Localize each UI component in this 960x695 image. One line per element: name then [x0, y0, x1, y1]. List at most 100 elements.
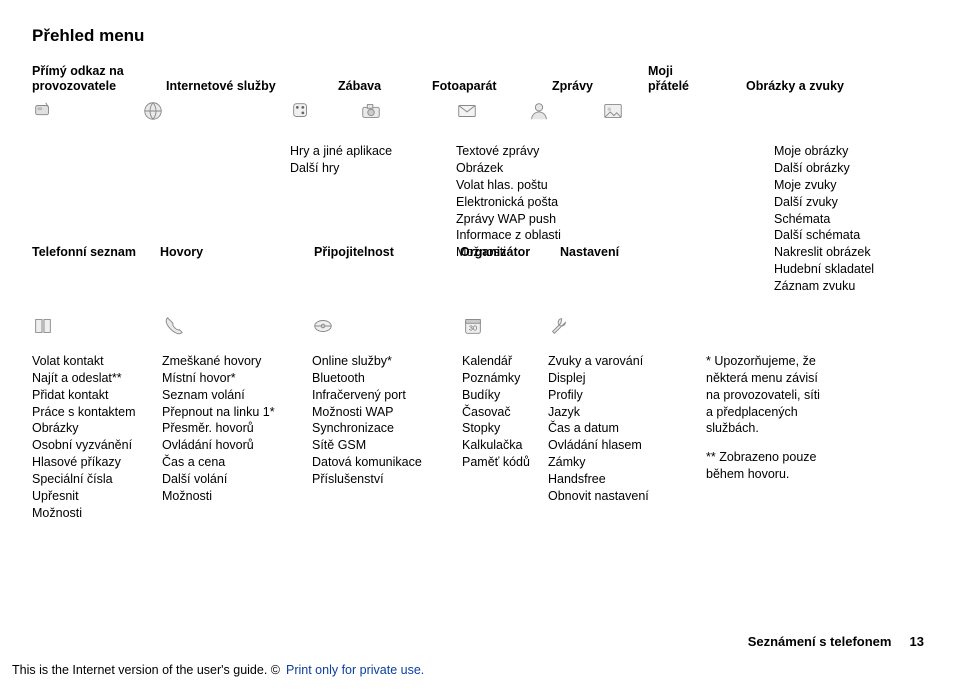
top-icons-row [32, 100, 928, 125]
list-item: Čas a datum [548, 420, 678, 437]
footnote-1: * Upozorňujeme, že některá menu závisí n… [706, 353, 828, 437]
list-item: Další volání [162, 471, 312, 488]
list-item: Online služby* [312, 353, 462, 370]
list-item: Obrázek [456, 160, 600, 177]
list-item: Záznam zvuku [774, 278, 780, 295]
list-item: Bluetooth [312, 370, 462, 387]
top-col-media: Obrázky a zvuky [746, 79, 886, 94]
list-item: Schémata [774, 211, 780, 228]
mid-block: Hry a jiné aplikace Další hry Textové zp… [32, 143, 928, 295]
list-item: Jazyk [548, 404, 678, 421]
picture-icon [602, 100, 624, 125]
sec-settings: Nastavení [560, 241, 619, 259]
phone-carrier-icon [32, 100, 54, 125]
top-col-camera: Fotoaparát [432, 79, 528, 94]
section-name: Seznámení s telefonem [748, 634, 892, 649]
connect-icon [312, 315, 334, 337]
list-item: Poznámky [462, 370, 548, 387]
camera-icon [360, 100, 382, 125]
print-notice-black: This is the Internet version of the user… [12, 663, 280, 677]
list-item: Speciální čísla [32, 471, 162, 488]
list-item: Obnovit nastavení [548, 488, 678, 505]
list-item: Další zvuky [774, 194, 780, 211]
list-item: Hlasové příkazy [32, 454, 162, 471]
list-item: Zámky [548, 454, 678, 471]
page-title: Přehled menu [32, 26, 928, 46]
list-item: Přidat kontakt [32, 387, 162, 404]
list-item: Místní hovor* [162, 370, 312, 387]
calendar-icon: 30 [462, 315, 484, 337]
list-item: Profily [548, 387, 678, 404]
list-item: Možnosti WAP [312, 404, 462, 421]
wrench-icon [548, 315, 570, 337]
list-item: Obrázky [32, 420, 162, 437]
top-col-internet: Internetové služby [166, 79, 314, 94]
list-item: Hry a jiné aplikace [290, 143, 436, 160]
list-item: Moje zvuky [774, 177, 780, 194]
list-item: Osobní vyzvánění [32, 437, 162, 454]
mid-col-media: Moje obrázky Další obrázky Moje zvuky Da… [600, 143, 780, 295]
svg-text:30: 30 [469, 323, 477, 332]
mid-col-messages: Textové zprávy Obrázek Volat hlas. poštu… [436, 143, 600, 295]
top-col-direct-link: Přímý odkaz na provozovatele [32, 64, 142, 94]
list-item: Kalendář [462, 353, 548, 370]
lcol-phonebook: Volat kontakt Najít a odeslat** Přidat k… [32, 353, 162, 522]
sec-organizer: Organizátor [460, 241, 560, 259]
list-item: Upřesnit [32, 488, 162, 505]
list-item: Ovládání hlasem [548, 437, 678, 454]
book-icon [32, 315, 54, 337]
list-item: Možnosti [32, 505, 162, 522]
list-item: Sítě GSM [312, 437, 462, 454]
footnote-2: ** Zobrazeno pouze během hovoru. [706, 449, 828, 483]
list-item: Infračervený port [312, 387, 462, 404]
list-item: Zprávy WAP push [456, 211, 600, 228]
list-item: Handsfree [548, 471, 678, 488]
sec-connectivity: Připojitelnost [314, 241, 434, 259]
person-icon [528, 100, 550, 125]
list-item: Další schémata [774, 227, 780, 244]
section-footer: Seznámení s telefonem 13 [748, 634, 924, 649]
top-col-messages: Zprávy [552, 79, 624, 94]
list-item: Synchronizace [312, 420, 462, 437]
top-col-games: Zábava [338, 79, 408, 94]
list-item: Budíky [462, 387, 548, 404]
list-item: Displej [548, 370, 678, 387]
top-menu-row: Přímý odkaz na provozovatele Internetové… [32, 64, 928, 94]
list-item: Přepnout na linku 1* [162, 404, 312, 421]
print-notice: This is the Internet version of the user… [12, 663, 424, 677]
list-item: Volat hlas. poštu [456, 177, 600, 194]
list-item: Stopky [462, 420, 548, 437]
lcol-organizer: Kalendář Poznámky Budíky Časovač Stopky … [462, 353, 548, 471]
globe-icon [142, 100, 164, 125]
list-item: Další obrázky [774, 160, 780, 177]
second-icons-row: 30 [32, 315, 928, 337]
envelope-icon [456, 100, 478, 125]
list-item: Možnosti [162, 488, 312, 505]
list-item: Volat kontakt [32, 353, 162, 370]
list-item: Čas a cena [162, 454, 312, 471]
sec-calls: Hovory [160, 241, 226, 259]
list-item: Práce s kontaktem [32, 404, 162, 421]
list-item: Ovládání hovorů [162, 437, 312, 454]
list-item: Datová komunikace [312, 454, 462, 471]
list-item: Paměť kódů [462, 454, 548, 471]
list-item: Hudební skladatel [774, 261, 780, 278]
lcol-connectivity: Online služby* Bluetooth Infračervený po… [312, 353, 462, 488]
mid-col-games-apps: Hry a jiné aplikace Další hry [32, 143, 436, 295]
list-item: Elektronická pošta [456, 194, 600, 211]
list-item: Seznam volání [162, 387, 312, 404]
lcol-calls: Zmeškané hovory Místní hovor* Seznam vol… [162, 353, 312, 505]
list-item: Příslušenství [312, 471, 462, 488]
list-item: Moje obrázky [774, 143, 780, 160]
print-notice-blue: Print only for private use. [286, 663, 424, 677]
list-item: Zmeškané hovory [162, 353, 312, 370]
dice-icon [290, 100, 312, 125]
list-item: Zvuky a varování [548, 353, 678, 370]
list-item: Nakreslit obrázek [774, 244, 780, 261]
list-item: Textové zprávy [456, 143, 600, 160]
lower-block: Volat kontakt Najít a odeslat** Přidat k… [32, 353, 928, 522]
sec-phonebook: Telefonní seznam [32, 241, 160, 259]
list-item: Najít a odeslat** [32, 370, 162, 387]
lcol-settings: Zvuky a varování Displej Profily Jazyk Č… [548, 353, 678, 505]
list-item: Další hry [290, 160, 436, 177]
